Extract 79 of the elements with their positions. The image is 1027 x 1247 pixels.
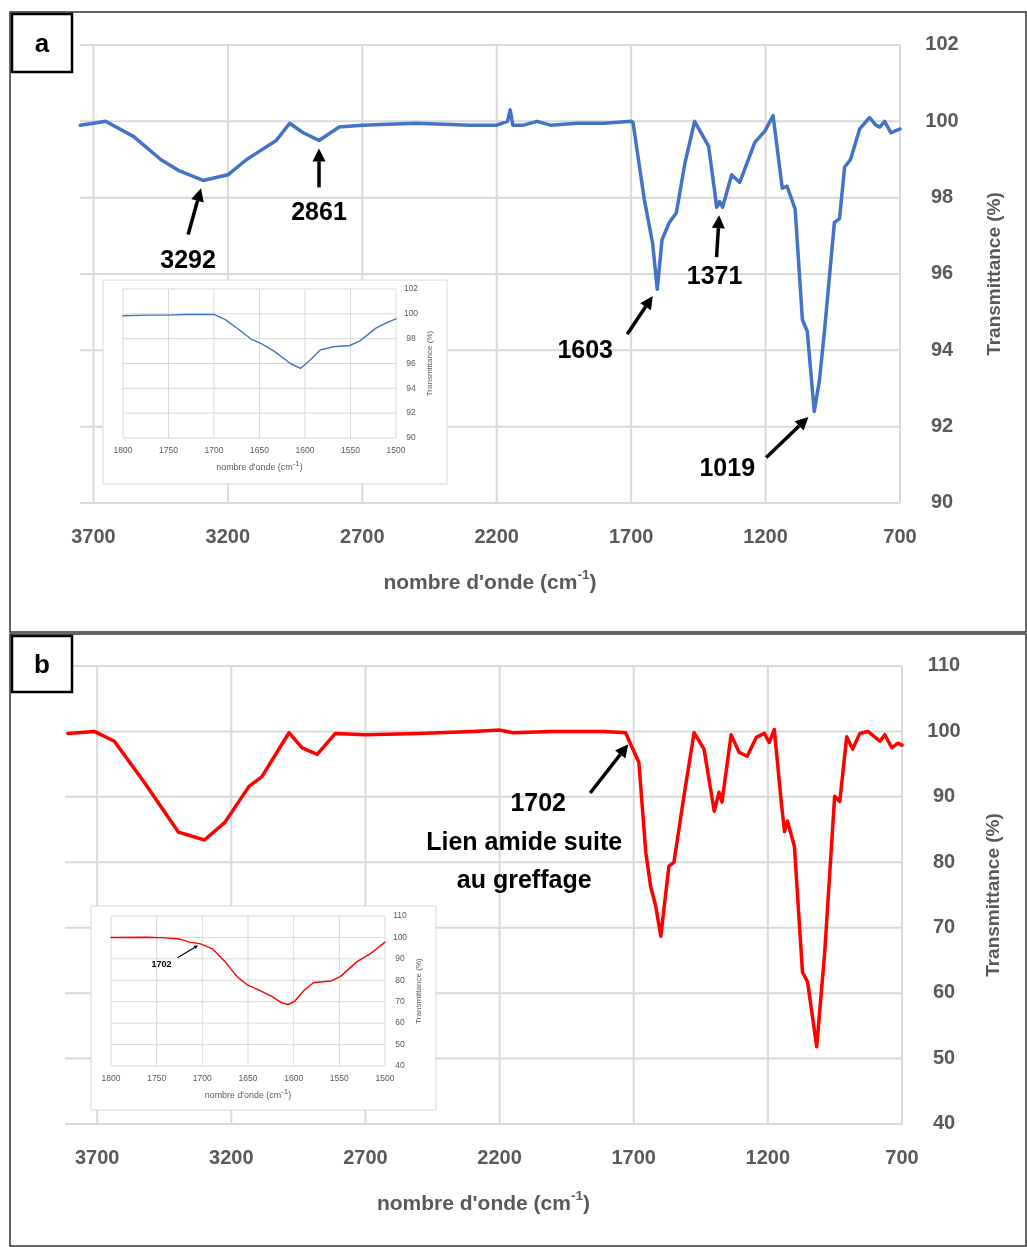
x-tick-label: 1800	[101, 1073, 121, 1084]
y-tick-label: 70	[395, 995, 405, 1006]
x-tick-label: 1650	[238, 1073, 258, 1084]
y-tick-label: 96	[406, 357, 416, 368]
x-tick-label: 700	[883, 525, 917, 548]
y-tick-label: 98	[406, 332, 416, 343]
x-tick-label: 2200	[477, 1146, 522, 1169]
x-tick-label: 1550	[329, 1073, 350, 1084]
x-tick-label: 1700	[204, 445, 224, 456]
y-tick-label: 92	[406, 407, 416, 418]
x-axis-title: nombre d'onde (cm$^{-1}$)	[216, 458, 303, 473]
y-tick-label: 96	[930, 261, 954, 284]
y-tick-label: 94	[930, 337, 954, 360]
y-axis-title: Transmittance (%)	[425, 330, 435, 397]
annotation: 1371	[686, 261, 743, 290]
annotation: 2861	[291, 197, 347, 226]
annotation: 1019	[699, 453, 756, 482]
x-tick-label: 1750	[147, 1073, 167, 1084]
line-series	[122, 313, 397, 370]
x-axis-title: nombre d'onde (cm$^{-1}$)	[383, 567, 597, 593]
y-tick-label: 100	[927, 718, 961, 741]
y-tick-label: 100	[392, 931, 408, 942]
x-tick-label: 1700	[608, 525, 654, 548]
x-tick-label: 1800	[113, 445, 133, 456]
chart-title: a	[34, 28, 50, 58]
y-tick-label: 90	[932, 784, 956, 807]
x-tick-label: 3200	[209, 1146, 254, 1169]
line-series	[66, 727, 904, 1049]
x-tick-label: 3200	[205, 525, 251, 548]
x-tick-label: 1600	[295, 445, 315, 456]
y-tick-label: 90	[930, 490, 954, 513]
x-tick-label: 1500	[375, 1073, 395, 1084]
y-tick-label: 40	[395, 1060, 405, 1071]
x-tick-label: 2200	[474, 525, 519, 548]
x-tick-label: 1500	[386, 445, 406, 456]
chart-title: b	[34, 649, 50, 679]
y-tick-label: 98	[930, 184, 954, 207]
y-tick-label: 100	[925, 108, 959, 131]
annotation: 1702	[151, 958, 172, 969]
x-tick-label: 3700	[71, 525, 116, 548]
annotation: 1603	[557, 335, 614, 364]
y-axis-title: Transmittance (%)	[414, 957, 424, 1024]
annotation: 3292	[160, 245, 216, 274]
x-tick-label: 1750	[159, 445, 179, 456]
x-tick-label: 1700	[192, 1073, 213, 1084]
annotation: 1702 Lien amide suite au greffage	[426, 787, 623, 894]
y-tick-label: 80	[932, 849, 956, 872]
x-tick-label: 1650	[250, 445, 270, 456]
y-tick-label: 110	[927, 653, 961, 676]
y-tick-label: 50	[932, 1045, 956, 1068]
x-tick-label: 700	[885, 1146, 919, 1169]
x-tick-label: 1600	[284, 1073, 304, 1084]
y-axis-title: Transmittance (%)	[983, 192, 1005, 356]
x-tick-label: 2700	[340, 525, 385, 548]
y-tick-label: 92	[930, 413, 954, 436]
y-tick-label: 40	[932, 1111, 956, 1134]
x-tick-label: 1200	[745, 1146, 791, 1169]
x-tick-label: 2700	[343, 1146, 388, 1169]
y-axis-title: Transmittance (%)	[982, 813, 1004, 977]
y-tick-label: 90	[395, 953, 405, 964]
x-tick-label: 1700	[611, 1146, 656, 1169]
y-tick-label: 60	[395, 1017, 405, 1028]
y-tick-label: 50	[395, 1038, 405, 1049]
x-axis-title: nombre d'onde (cm$^{-1}$)	[376, 1188, 591, 1214]
y-tick-label: 110	[393, 910, 408, 921]
y-tick-label: 94	[406, 382, 416, 393]
y-tick-label: 90	[406, 432, 416, 443]
x-tick-label: 1200	[743, 525, 788, 548]
line-series	[78, 108, 902, 414]
y-tick-label: 70	[932, 915, 956, 937]
y-tick-label: 102	[925, 32, 959, 55]
y-tick-label: 60	[932, 980, 956, 1003]
line-series	[110, 936, 386, 1006]
y-tick-label: 102	[403, 283, 419, 294]
y-tick-label: 80	[395, 974, 405, 985]
x-tick-label: 3700	[74, 1146, 120, 1169]
x-tick-label: 1550	[341, 445, 361, 456]
y-tick-label: 100	[403, 308, 419, 319]
x-axis-title: nombre d'onde (cm$^{-1}$)	[204, 1086, 292, 1101]
